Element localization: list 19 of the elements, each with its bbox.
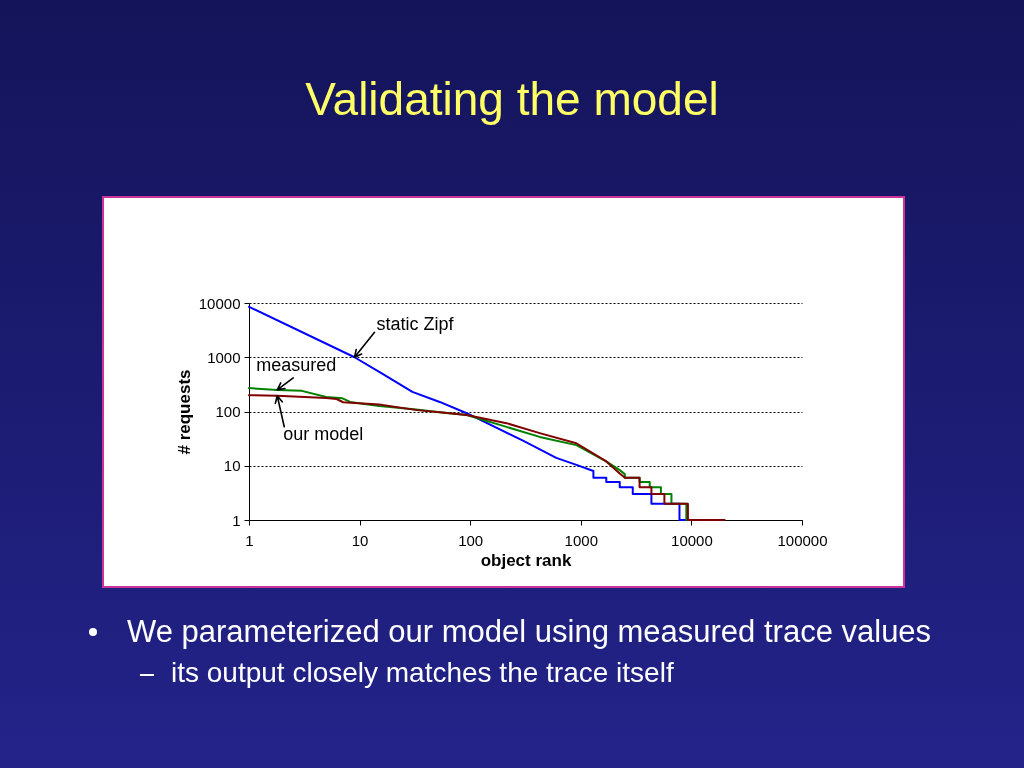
y-tick-label: 1 [232, 511, 241, 529]
x-tick-label: 10 [351, 531, 369, 549]
x-tick-label: 10000 [671, 531, 713, 549]
y-tick-label: 1000 [207, 348, 241, 366]
x-axis-title: object rank [480, 550, 572, 570]
y-tick-label: 100 [215, 403, 241, 420]
series-label: our model [283, 423, 364, 444]
x-tick-label: 1 [245, 531, 254, 549]
y-tick-label: 10 [223, 457, 241, 475]
y-tick-label: 10000 [198, 294, 241, 312]
series-label: static Zipf [376, 314, 455, 335]
text: its output closely matches the trace itself [171, 656, 674, 690]
x-tick-label: 1000 [564, 531, 598, 549]
chart-title: Validating the model [304, 72, 720, 127]
y-axis-title: # requests [174, 369, 194, 455]
series-label: measured [256, 354, 337, 375]
x-tick-label: 100 [458, 531, 484, 549]
text: We parameterized our model using measured trace values [127, 613, 932, 651]
x-tick-label: 100000 [777, 531, 828, 549]
